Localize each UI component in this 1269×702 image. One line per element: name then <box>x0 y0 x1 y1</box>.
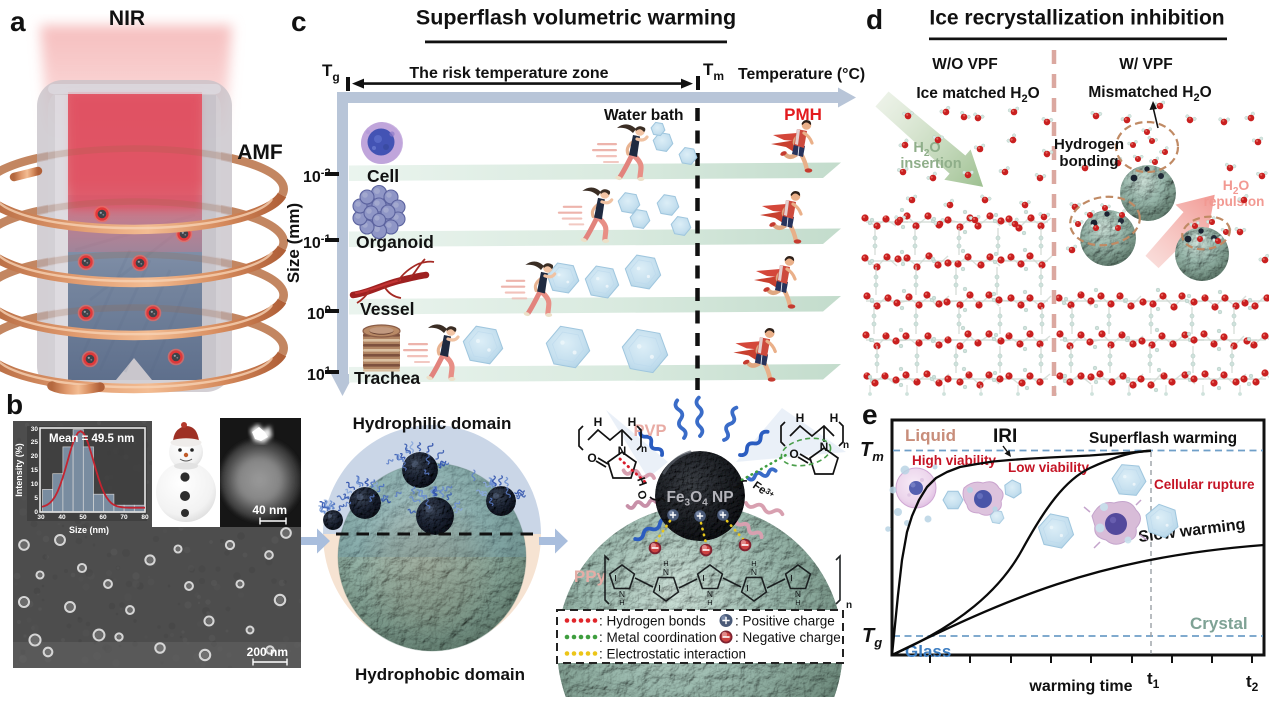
svg-text:N: N <box>795 589 801 599</box>
svg-text:Hydrophilic domain: Hydrophilic domain <box>353 414 512 433</box>
svg-text:Mismatched H2O: Mismatched H2O <box>1088 84 1211 104</box>
svg-text:Organoid: Organoid <box>356 232 434 252</box>
svg-text:200 nm: 200 nm <box>247 645 288 659</box>
svg-text:repulsion: repulsion <box>1204 194 1265 209</box>
svg-text:Ice recrystallization inhibiti: Ice recrystallization inhibition <box>929 7 1224 30</box>
svg-text:Liquid: Liquid <box>905 426 956 445</box>
svg-text:Cell: Cell <box>367 166 399 186</box>
svg-text:The risk temperature zone: The risk temperature zone <box>409 65 608 82</box>
svg-text:Superflash warming: Superflash warming <box>1089 430 1237 447</box>
svg-text:0: 0 <box>34 509 38 516</box>
svg-text:: Positive charge: : Positive charge <box>735 614 835 629</box>
svg-text:Crystal: Crystal <box>1190 614 1248 633</box>
svg-text:High viability: High viability <box>912 453 997 468</box>
svg-text:Low viability: Low viability <box>1008 460 1090 475</box>
svg-text:N: N <box>751 567 757 577</box>
svg-text:O: O <box>634 489 648 502</box>
svg-text:5: 5 <box>34 495 38 502</box>
svg-text:Cellular rupture: Cellular rupture <box>1154 477 1255 492</box>
svg-text:Hydrophobic domain: Hydrophobic domain <box>355 665 525 684</box>
svg-text:: Electrostatic interaction: : Electrostatic interaction <box>599 647 746 662</box>
svg-text:30: 30 <box>31 426 39 433</box>
svg-text:H: H <box>707 598 712 607</box>
svg-text:Superflash volumetric warming: Superflash volumetric warming <box>416 6 736 30</box>
svg-text:N: N <box>618 444 627 458</box>
svg-text:H2O: H2O <box>1223 177 1250 197</box>
svg-text:b: b <box>6 389 23 420</box>
svg-text:Hydrogen: Hydrogen <box>1054 136 1124 153</box>
svg-text:W/ VPF: W/ VPF <box>1119 56 1172 73</box>
svg-text:Temperature (°C): Temperature (°C) <box>738 66 865 83</box>
svg-text:H: H <box>663 559 668 568</box>
svg-text:N: N <box>663 567 669 577</box>
svg-text:40: 40 <box>58 514 66 521</box>
svg-text:80: 80 <box>141 514 149 521</box>
svg-text:: Negative charge: : Negative charge <box>735 630 841 645</box>
svg-text:n: n <box>846 600 852 611</box>
svg-text:PPy: PPy <box>574 567 607 586</box>
svg-text:Mean = 49.5 nm: Mean = 49.5 nm <box>49 433 134 445</box>
svg-text:c: c <box>291 6 307 37</box>
svg-text:W/O VPF: W/O VPF <box>932 56 997 73</box>
svg-text:H: H <box>830 411 839 425</box>
svg-text:H2O: H2O <box>913 140 940 159</box>
svg-text:O: O <box>587 451 596 465</box>
svg-text:25: 25 <box>31 439 39 446</box>
svg-text:Size (nm): Size (nm) <box>69 525 109 535</box>
svg-text:Glass: Glass <box>905 642 951 661</box>
svg-text:warming time: warming time <box>1028 678 1132 695</box>
svg-text:Tm: Tm <box>860 439 884 464</box>
svg-text:H: H <box>796 411 805 425</box>
svg-text:Trachea: Trachea <box>354 368 420 388</box>
svg-text:N: N <box>619 589 625 599</box>
svg-text:: Metal coordination: : Metal coordination <box>599 630 717 645</box>
svg-text:Water bath: Water bath <box>604 107 684 124</box>
svg-text:NIR: NIR <box>109 7 145 30</box>
svg-text:n: n <box>641 444 647 455</box>
svg-text:15: 15 <box>31 467 39 474</box>
svg-text:Ice matched H2O: Ice matched H2O <box>916 85 1039 105</box>
svg-text:a: a <box>10 6 26 37</box>
svg-text:10: 10 <box>31 481 39 488</box>
svg-text:20: 20 <box>31 453 39 460</box>
svg-text:Vessel: Vessel <box>360 299 415 319</box>
svg-text:H: H <box>795 598 800 607</box>
svg-text:30: 30 <box>37 514 45 521</box>
svg-text:O: O <box>789 447 798 461</box>
svg-text:H: H <box>619 598 624 607</box>
svg-text:50: 50 <box>79 514 87 521</box>
svg-text:N: N <box>707 589 713 599</box>
svg-text:insertion: insertion <box>900 156 961 172</box>
svg-text:H: H <box>594 415 603 429</box>
svg-text:PMH: PMH <box>784 105 822 124</box>
svg-text:IRI: IRI <box>993 426 1017 447</box>
svg-text:60: 60 <box>99 514 107 521</box>
svg-text:d: d <box>866 4 883 35</box>
svg-text:H: H <box>628 415 637 429</box>
svg-text:e: e <box>862 399 878 430</box>
svg-text:H: H <box>751 559 756 568</box>
svg-text:: Hydrogen bonds: : Hydrogen bonds <box>599 614 706 629</box>
svg-text:H: H <box>634 476 648 488</box>
svg-text:40 nm: 40 nm <box>252 503 287 517</box>
svg-text:bonding: bonding <box>1059 153 1118 170</box>
svg-text:70: 70 <box>120 514 128 521</box>
svg-text:N: N <box>820 440 829 454</box>
svg-text:PVP: PVP <box>633 422 666 440</box>
svg-text:Fe3O4 NP: Fe3O4 NP <box>666 489 733 509</box>
svg-text:n: n <box>843 440 849 451</box>
svg-text:Size (mm): Size (mm) <box>284 203 303 283</box>
svg-text:AMF: AMF <box>237 141 283 164</box>
svg-text:Intensity (%): Intensity (%) <box>14 443 24 497</box>
